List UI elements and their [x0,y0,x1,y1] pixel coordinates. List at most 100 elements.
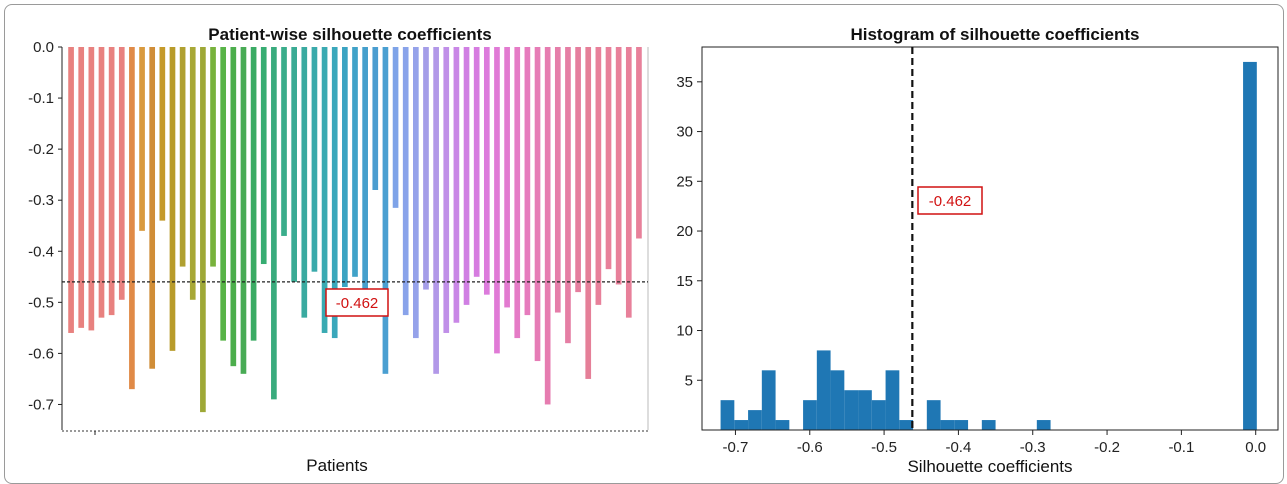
histogram-bar [940,420,955,430]
patient-bar [78,47,85,328]
patient-bar [585,47,592,379]
patient-bar [504,47,510,308]
right-y-tick-label: 25 [676,173,693,190]
right-x-tick-label: 0.0 [1245,439,1266,456]
patient-bar [362,47,368,303]
patient-bar [281,47,287,236]
patient-bar [433,47,439,374]
right-x-tick-label: -0.7 [723,439,749,456]
patient-bar [301,47,308,318]
left-annotation-box [325,288,389,317]
patient-bar [260,47,267,265]
patient-bar [118,47,125,300]
left-y-tick-label: -0.6 [28,345,54,362]
histogram-bar [981,420,996,430]
patient-bar [98,47,105,318]
histogram-bar [734,420,749,430]
patient-bar [463,47,470,305]
patient-bar [605,47,612,270]
right-y-tick-label: 20 [676,223,693,240]
histogram-bar [830,370,845,430]
patient-bar [544,47,551,405]
left-y-tick-label: -0.7 [28,396,54,413]
left-y-tick-label: 0.0 [33,39,54,56]
patient-bar [189,47,196,300]
patient-bar [575,47,581,293]
patient-bar [524,47,531,316]
patient-bar [453,47,460,323]
right-x-axis-label: Silhouette coefficients [907,457,1072,476]
patient-bar [494,47,500,354]
left-chart-title: Patient-wise silhouette coefficients [208,25,491,44]
patient-silhouette-chart: Patient-wise silhouette coefficients 0.0… [28,25,649,475]
patient-bar [372,47,379,190]
patient-bar [595,47,602,305]
right-y-tick-label: 35 [676,74,693,91]
patient-bar [615,47,622,285]
right-x-tick-label: -0.5 [871,439,897,456]
patient-bar [443,47,450,333]
histogram-bar [885,370,900,430]
histogram-bar [1036,420,1051,430]
left-y-tick-label: -0.2 [28,141,54,158]
patient-bar [392,47,399,208]
patient-bar [402,47,409,316]
patient-bar [291,47,297,282]
patient-bar [220,47,227,341]
patient-bar [311,47,318,272]
right-x-tick-label: -0.2 [1094,439,1120,456]
right-x-tick-label: -0.6 [797,439,823,456]
patient-bar [413,47,419,339]
patient-bar [240,47,247,374]
patient-bar [473,47,480,277]
right-y-tick-label: 5 [685,372,693,389]
right-annotation-text: -0.462 [929,193,972,210]
histogram-bar [720,400,735,430]
patient-bar [321,47,328,333]
histogram-bar [926,400,941,430]
histogram-bar [748,410,762,430]
right-y-tick-label: 30 [676,124,693,141]
right-annotation-box [917,186,983,215]
patient-bar [331,47,338,339]
patient-bar [514,47,521,339]
patient-bar [271,47,277,400]
left-y-tick-label: -0.3 [28,192,54,209]
left-annotation-text: -0.462 [336,295,379,312]
histogram-bar [899,420,914,430]
patient-bar [554,47,561,313]
patient-bar [250,47,257,341]
patient-bar [169,47,176,351]
right-chart-title: Histogram of silhouette coefficients [850,25,1139,44]
patient-bar [129,47,135,390]
silhouette-histogram-chart: Histogram of silhouette coefficients -0.… [676,25,1279,476]
right-x-tick-label: -0.3 [1020,439,1046,456]
right-y-tick-label: 15 [676,273,693,290]
patient-bar [139,47,145,231]
left-y-tick-label: -0.4 [28,243,54,260]
patient-bar [88,47,95,331]
patient-bar [636,47,642,239]
patient-bar [230,47,237,367]
left-y-tick-label: -0.1 [28,90,54,107]
histogram-bar [1243,61,1257,430]
right-plot-frame [701,46,1279,431]
left-x-axis-label: Patients [306,456,367,475]
histogram-bar [858,390,872,430]
patient-bar [108,47,115,316]
patient-bar [625,47,632,318]
patient-bar [382,47,389,374]
histogram-bar [844,390,859,430]
patient-bar [342,47,348,288]
histogram-bar [871,400,886,430]
histogram-bar [775,420,790,430]
patient-bar [159,47,166,221]
histogram-bar [954,420,969,430]
patient-bar [149,47,156,369]
patient-bar [483,47,490,295]
patient-bar [565,47,571,344]
right-y-tick-label: 10 [676,323,693,340]
left-y-tick-label: -0.5 [28,294,54,311]
patient-bar [534,47,541,362]
patient-bar [352,47,358,277]
